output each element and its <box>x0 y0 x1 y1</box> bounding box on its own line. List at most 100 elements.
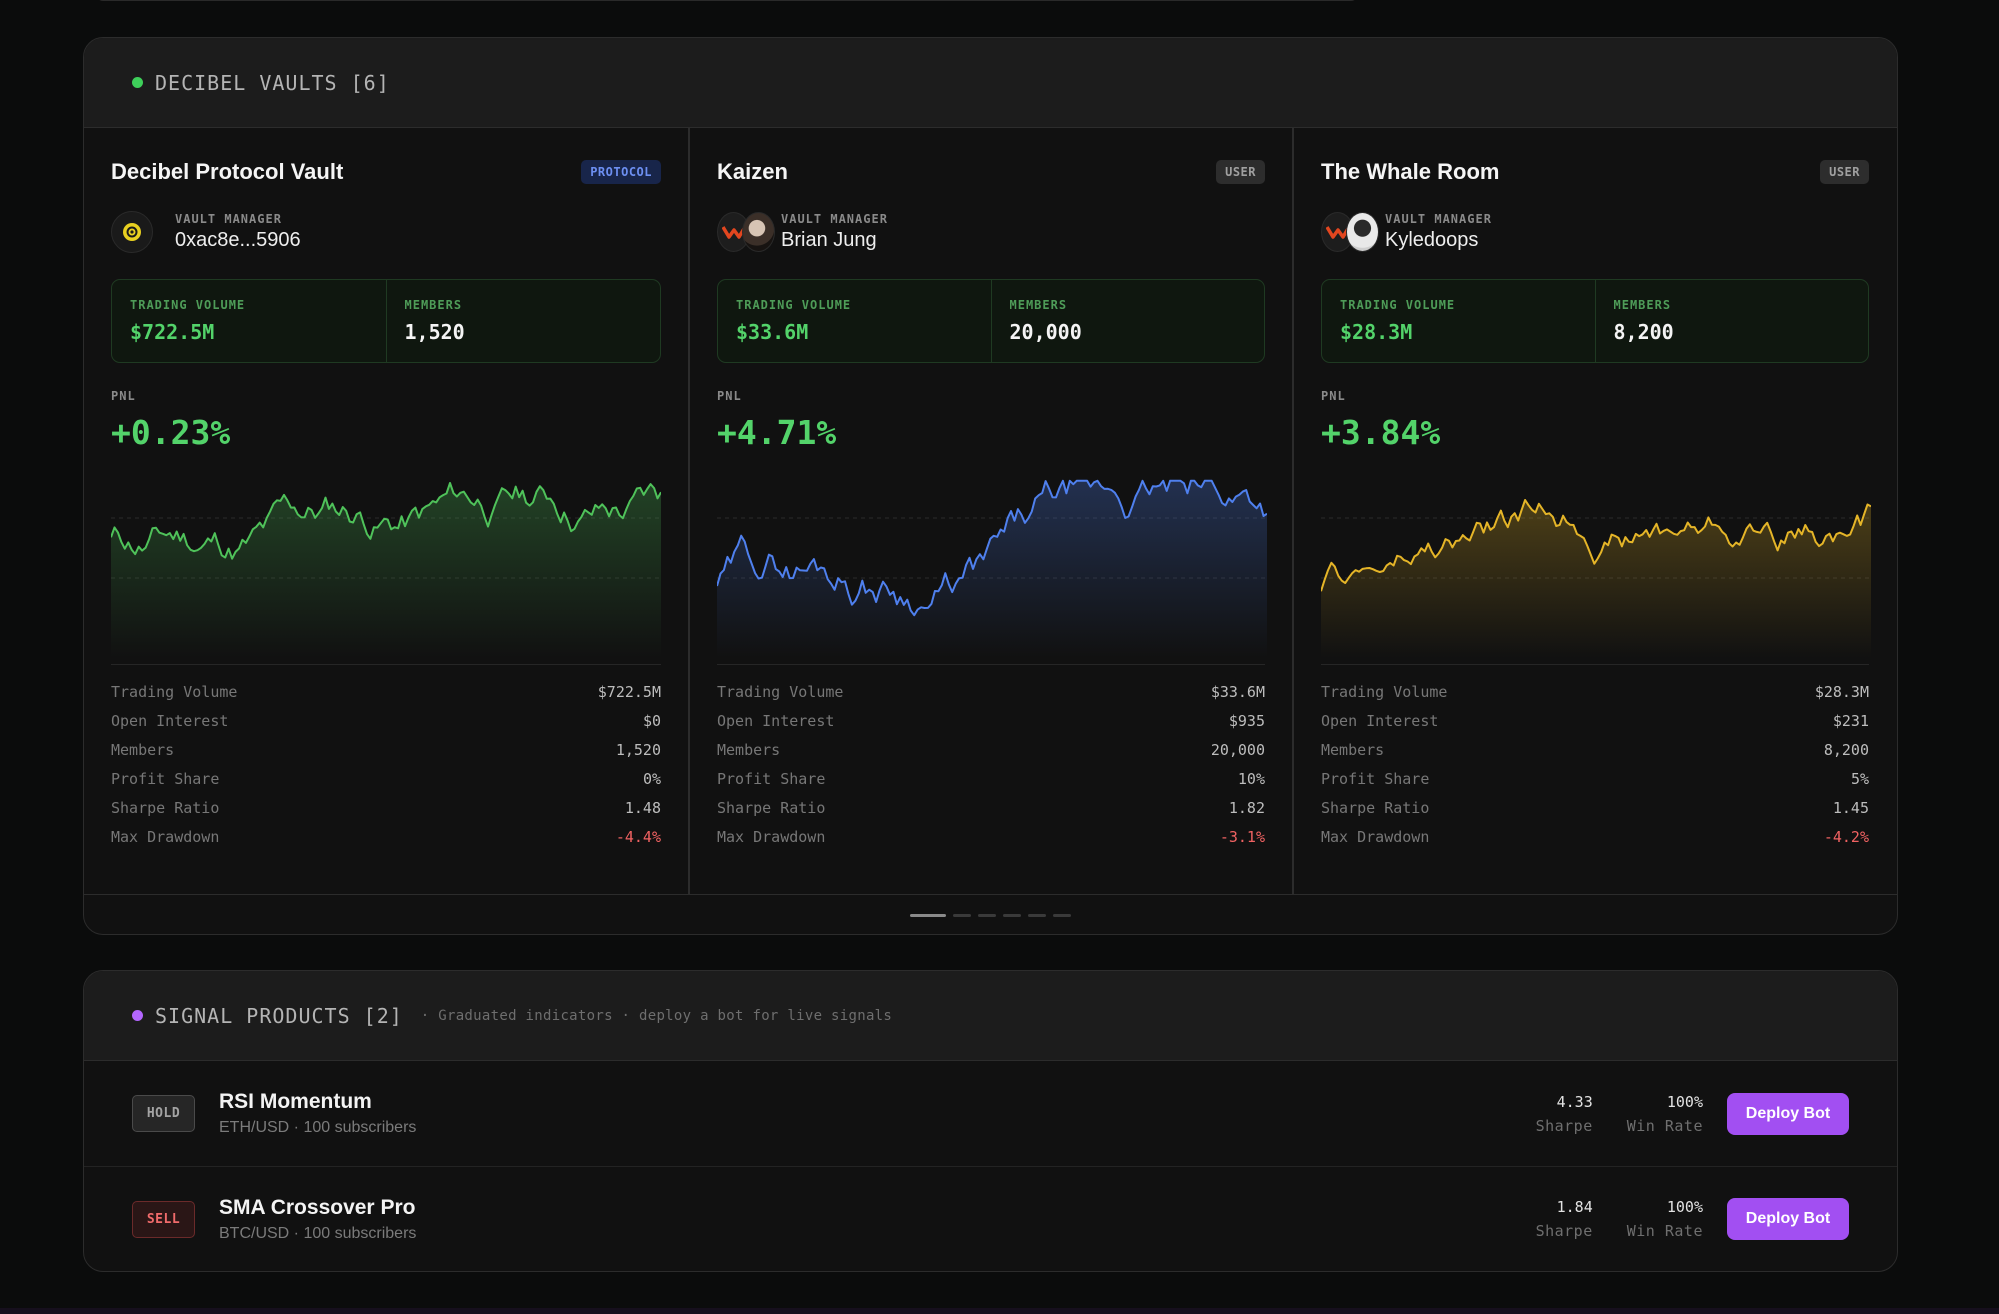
manager-name: 0xac8e...5906 <box>175 229 301 251</box>
vault-metrics: Trading Volume $28.3M Open Interest $231 M… <box>1321 677 1869 851</box>
metric-row: Trading Volume $28.3M <box>1321 677 1869 706</box>
metric-value: $722.5M <box>597 682 661 701</box>
vault-name: Kaizen <box>717 159 788 184</box>
metric-label: Sharpe Ratio <box>717 798 826 817</box>
manager-photo-icon <box>742 212 775 252</box>
metric-value: 1,520 <box>615 740 661 759</box>
metric-row: Members 20,000 <box>717 735 1265 764</box>
pnl-sparkline <box>1321 499 1871 658</box>
manager-label: VAULT MANAGER <box>781 212 888 226</box>
sharpe-value: 4.33 <box>1556 1092 1593 1111</box>
pager-dot[interactable] <box>1053 913 1071 917</box>
metric-row: Max Drawdown -4.2% <box>1321 822 1869 851</box>
metric-label: Open Interest <box>717 711 835 730</box>
metric-row: Profit Share 10% <box>717 764 1265 793</box>
vault-stats: TRADING VOLUME $722.5M MEMBERS 1,520 <box>111 279 661 363</box>
stat-label: MEMBERS <box>1613 298 1672 312</box>
metric-value: 1.48 <box>624 798 661 817</box>
metric-label: Trading Volume <box>1321 682 1448 701</box>
pager-dot[interactable] <box>953 913 971 917</box>
metric-value: $0 <box>642 711 661 730</box>
vault-name: Decibel Protocol Vault <box>111 159 344 184</box>
pager-dot[interactable] <box>978 913 996 917</box>
chart-line <box>717 479 1267 617</box>
metric-value: $231 <box>1832 711 1869 730</box>
deploy-bot-button[interactable]: Deploy Bot <box>1727 1092 1849 1135</box>
vault-card[interactable]: Decibel Protocol Vault PROTOCOL VAULT MA… <box>84 128 688 894</box>
metric-label: Max Drawdown <box>717 827 826 846</box>
win-rate-stat: 100% Win Rate <box>1627 1093 1703 1135</box>
pnl-label: PNL <box>1321 389 1346 403</box>
members-value: 20,000 <box>1009 320 1082 344</box>
pnl-label: PNL <box>111 389 136 403</box>
signals-subtitle: · Graduated indicators · deploy a bot fo… <box>420 1007 893 1024</box>
signal-name: SMA Crossover Pro <box>219 1195 416 1219</box>
vault-metrics: Trading Volume $722.5M Open Interest $0 Me… <box>111 677 661 851</box>
stat-label: MEMBERS <box>404 298 463 312</box>
status-dot-icon <box>132 1010 143 1021</box>
chart-line <box>1321 499 1871 592</box>
metric-label: Trading Volume <box>111 682 238 701</box>
stat-label: MEMBERS <box>1009 298 1068 312</box>
sharpe-label: Sharpe <box>1535 1222 1593 1240</box>
signals-title: SIGNAL PRODUCTS [2] <box>155 1003 403 1028</box>
pager-dot-active[interactable] <box>910 913 946 917</box>
vault-card[interactable]: Kaizen USER VAULT MANAGER Brian Jung TRA… <box>688 128 1292 894</box>
win-rate-value: 100% <box>1666 1198 1703 1216</box>
vault-cards: Decibel Protocol Vault PROTOCOL VAULT MA… <box>84 128 1897 895</box>
metric-label: Profit Share <box>111 769 220 788</box>
win-rate-label: Win Rate <box>1626 1116 1703 1135</box>
win-rate-value: 100% <box>1666 1092 1703 1111</box>
metric-row: Max Drawdown -3.1% <box>717 822 1265 851</box>
manager-photo-icon <box>1346 212 1379 252</box>
metric-row: Members 1,520 <box>111 735 661 764</box>
metric-value: 20,000 <box>1210 740 1265 759</box>
chart-area <box>111 483 661 658</box>
metric-value: $935 <box>1228 711 1265 730</box>
metric-row: Profit Share 0% <box>111 764 661 793</box>
metric-value: 5% <box>1850 769 1869 788</box>
sharpe-stat: 1.84 Sharpe <box>1536 1198 1593 1240</box>
vaults-header: DECIBEL VAULTS [6] <box>84 38 1897 128</box>
members-value: 8,200 <box>1613 320 1674 344</box>
deploy-bot-button[interactable]: Deploy Bot <box>1727 1198 1849 1240</box>
pnl-label: PNL <box>717 389 742 403</box>
signal-name: RSI Momentum <box>219 1090 372 1113</box>
previous-section-edge <box>96 0 1358 1</box>
metric-value: 0% <box>642 769 661 788</box>
metric-row: Sharpe Ratio 1.48 <box>111 793 661 822</box>
metric-value: 1.45 <box>1832 798 1869 817</box>
metric-label: Sharpe Ratio <box>1321 798 1430 817</box>
metric-row: Max Drawdown -4.4% <box>111 822 661 851</box>
metric-label: Open Interest <box>111 711 229 730</box>
chart-area <box>1321 500 1871 658</box>
stat-label: TRADING VOLUME <box>1340 298 1456 312</box>
pager-dot[interactable] <box>1003 913 1021 917</box>
manager-label: VAULT MANAGER <box>175 212 282 226</box>
metric-label: Max Drawdown <box>111 827 220 846</box>
signals-panel: SIGNAL PRODUCTS [2] · Graduated indicato… <box>83 970 1898 1272</box>
metric-row: Members 8,200 <box>1321 735 1869 764</box>
vault-stats: TRADING VOLUME $28.3M MEMBERS 8,200 <box>1321 279 1869 363</box>
vault-type-badge: USER <box>1820 160 1869 184</box>
divider <box>111 664 661 665</box>
pnl-value: +4.71% <box>717 413 837 452</box>
metric-label: Max Drawdown <box>1321 827 1430 846</box>
vault-card[interactable]: The Whale Room USER VAULT MANAGER Kyledo… <box>1292 128 1896 894</box>
pager-dot[interactable] <box>1028 913 1046 917</box>
metric-label: Open Interest <box>1321 711 1439 730</box>
metric-row: Profit Share 5% <box>1321 764 1869 793</box>
vault-stats: TRADING VOLUME $33.6M MEMBERS 20,000 <box>717 279 1265 363</box>
win-rate-label: Win Rate <box>1626 1222 1703 1240</box>
metric-row: Open Interest $935 <box>717 706 1265 735</box>
metric-value: -4.4% <box>615 827 661 846</box>
sharpe-label: Sharpe <box>1535 1116 1593 1135</box>
trading-volume-value: $722.5M <box>130 320 215 344</box>
signal-row: SELL SMA Crossover Pro BTC/USD · 100 sub… <box>84 1166 1897 1271</box>
metric-row: Open Interest $231 <box>1321 706 1869 735</box>
chart-line <box>111 482 661 560</box>
metric-label: Sharpe Ratio <box>111 798 220 817</box>
metric-label: Profit Share <box>717 769 826 788</box>
vault-type-badge: USER <box>1216 160 1265 184</box>
vault-type-badge: PROTOCOL <box>581 160 661 184</box>
